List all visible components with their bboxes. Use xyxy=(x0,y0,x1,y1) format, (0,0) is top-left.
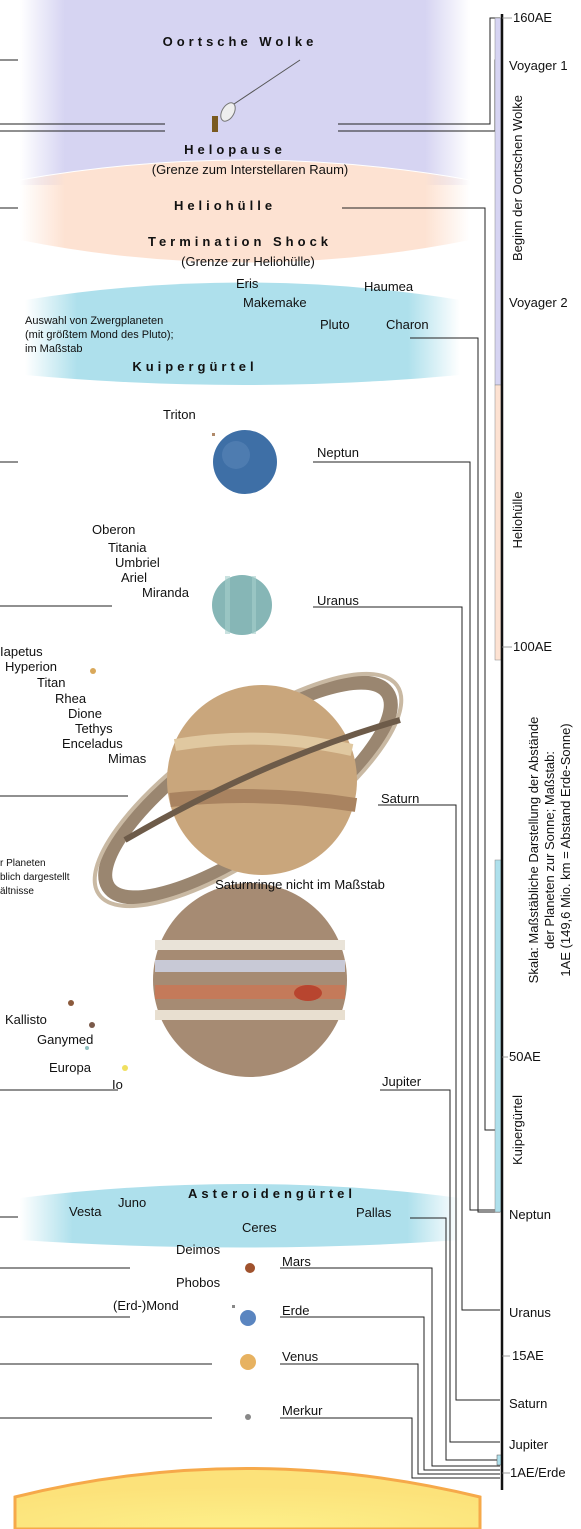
dwarf-planet: Eris xyxy=(236,276,259,291)
moon: Mimas xyxy=(108,751,147,766)
planet-name: Jupiter xyxy=(382,1074,422,1089)
heliopause-edge xyxy=(19,159,471,181)
moon: Kallisto xyxy=(5,1012,47,1027)
asteroid: Pallas xyxy=(356,1205,392,1220)
oort-band xyxy=(20,0,470,185)
dwarf-planet: Charon xyxy=(386,317,429,332)
planet-name: Merkur xyxy=(282,1403,323,1418)
scale-oort xyxy=(494,17,502,386)
moon: Titan xyxy=(37,675,65,690)
asteroid-title: Asteroidengürtel xyxy=(188,1186,356,1201)
asteroid: Ceres xyxy=(242,1220,277,1235)
moon: Triton xyxy=(163,407,196,422)
kuiper-note: (mit größtem Mond des Pluto); xyxy=(25,329,174,341)
asteroid: Vesta xyxy=(69,1204,102,1219)
asteroid-band xyxy=(20,1184,460,1248)
scale-label: Neptun xyxy=(509,1207,551,1222)
kuiper-title: Kuipergürtel xyxy=(132,359,257,374)
uranus xyxy=(212,575,272,635)
kuiper-note: im Maßstab xyxy=(25,343,82,355)
planet-name: Mars xyxy=(282,1254,311,1269)
scale-region: Kuipergürtel xyxy=(510,1095,525,1165)
scale-label: Voyager 1 xyxy=(509,58,568,73)
moon: Oberon xyxy=(92,522,135,537)
ts-title: Termination Shock xyxy=(148,234,332,249)
scale-label: 15AE xyxy=(512,1348,544,1363)
left-note: blich dargestellt xyxy=(0,872,70,883)
scale-caption: Skala: Maßstäbliche Darstellung der Abst… xyxy=(526,717,541,984)
moon: Phobos xyxy=(176,1275,221,1290)
left-note: ältnisse xyxy=(0,886,34,897)
dwarf-planet: Pluto xyxy=(320,317,350,332)
venus xyxy=(240,1354,256,1370)
moon: Ganymed xyxy=(37,1032,93,1047)
scale-bar xyxy=(494,14,512,1490)
jupiter xyxy=(153,883,347,1077)
asteroid: Juno xyxy=(118,1195,146,1210)
planet-name: Neptun xyxy=(317,445,359,460)
heliosheath-band xyxy=(20,160,470,263)
scale-label: Voyager 2 xyxy=(509,295,568,310)
backgrounds xyxy=(13,0,482,1529)
heliopause-title: Helopause xyxy=(184,142,286,157)
moon: Rhea xyxy=(55,691,87,706)
planet-name: Venus xyxy=(282,1349,319,1364)
moon: Ariel xyxy=(121,570,147,585)
moon: Iapetus xyxy=(0,644,43,659)
earth xyxy=(240,1310,256,1326)
voyager xyxy=(212,59,301,132)
moon: Io xyxy=(112,1077,123,1092)
planet-name: Saturn xyxy=(381,791,419,806)
moon: Enceladus xyxy=(62,736,123,751)
moon: Hyperion xyxy=(5,659,57,674)
ts-subtitle: (Grenze zur Heliohülle) xyxy=(181,254,315,269)
scale-label: 1AE/Erde xyxy=(510,1465,566,1480)
left-note: r Planeten xyxy=(0,858,46,869)
scale-label: 50AE xyxy=(509,1049,541,1064)
left-lines xyxy=(0,59,212,1419)
dwarf-planet: Makemake xyxy=(243,295,307,310)
planet-name: Erde xyxy=(282,1303,309,1318)
scale-region: Heliohülle xyxy=(510,491,525,548)
heliopause-subtitle: (Grenze zum Interstellaren Raum) xyxy=(152,162,349,177)
moon: (Erd-)Mond xyxy=(113,1298,179,1313)
scale-label: Uranus xyxy=(509,1305,551,1320)
moon: Tethys xyxy=(75,721,113,736)
scale-region: Beginn der Oortschen Wolke xyxy=(510,95,525,261)
moon: Dione xyxy=(68,706,102,721)
scale-label: 160AE xyxy=(513,10,552,25)
scale-label: Saturn xyxy=(509,1396,547,1411)
scale-label: 100AE xyxy=(513,639,552,654)
kuiper-note: Auswahl von Zwergplaneten xyxy=(25,315,163,327)
labels: Oortsche Wolke Helopause (Grenze zum Int… xyxy=(0,34,429,1418)
scale-caption: der Planeten zur Sonne; Maßstab: xyxy=(542,751,557,949)
ring-note: Saturnringe nicht im Maßstab xyxy=(215,877,385,892)
scale-kuiper xyxy=(494,859,502,1213)
scale-heliosheath xyxy=(494,384,502,661)
sun xyxy=(13,1467,482,1529)
planets xyxy=(68,430,404,1420)
oort-title: Oortsche Wolke xyxy=(163,34,318,49)
scale-caption: 1AE (149,6 Mio. km = Abstand Erde-Sonne) xyxy=(558,723,573,976)
planet-name: Uranus xyxy=(317,593,359,608)
moon: Europa xyxy=(49,1060,92,1075)
moon: Titania xyxy=(108,540,147,555)
scale-labels: 160AE Voyager 1 Voyager 2 100AE 50AE Nep… xyxy=(509,10,573,1480)
mars xyxy=(245,1263,255,1273)
moon: Umbriel xyxy=(115,555,160,570)
mercury xyxy=(245,1414,251,1420)
moon: Miranda xyxy=(142,585,190,600)
saturn xyxy=(167,685,357,875)
scale-label: Jupiter xyxy=(509,1437,549,1452)
dwarf-planet: Haumea xyxy=(364,279,414,294)
heliosheath-title: Heliohülle xyxy=(174,198,276,213)
moon: Deimos xyxy=(176,1242,221,1257)
kuiper-band xyxy=(25,282,460,385)
